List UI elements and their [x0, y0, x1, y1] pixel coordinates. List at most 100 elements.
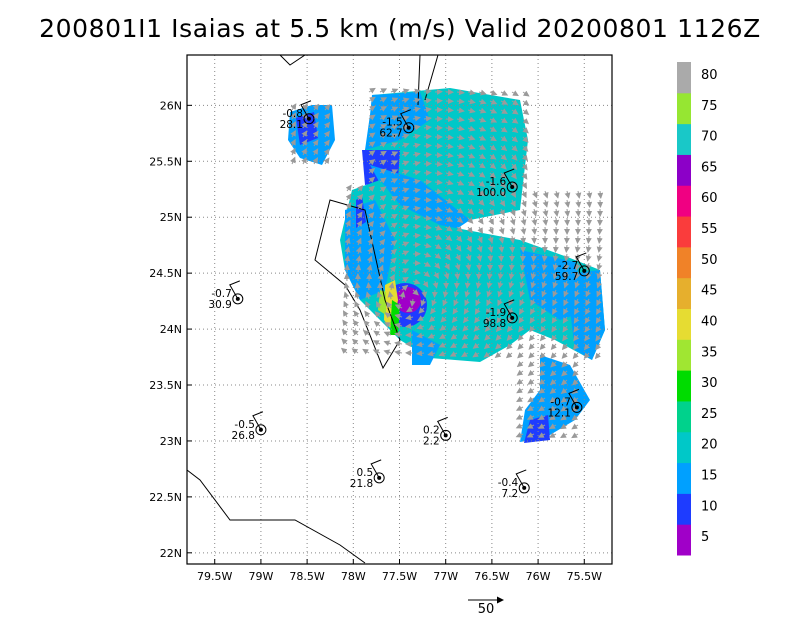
wind-vector — [467, 107, 476, 114]
station: -2.759.7 — [555, 252, 590, 283]
wind-vector — [517, 352, 524, 359]
wind-vector — [394, 349, 403, 356]
wind-vector — [434, 234, 443, 240]
wind-vector — [439, 333, 447, 339]
wind-vector — [412, 187, 421, 194]
wind-vector — [499, 217, 505, 226]
wind-vector — [494, 351, 502, 358]
wind-vector — [561, 370, 568, 377]
wind-vector — [445, 170, 454, 177]
wind-vector — [352, 329, 359, 336]
wind-vector — [478, 116, 487, 123]
wind-vector — [571, 414, 579, 421]
wind-vector — [438, 342, 447, 348]
wind-vector — [379, 177, 387, 184]
wind-vector — [526, 432, 535, 438]
wind-vector — [383, 349, 392, 356]
wind-vector — [466, 226, 473, 234]
wind-vector — [553, 190, 560, 199]
wind-vector — [563, 271, 570, 280]
y-tick-label: 25N — [160, 211, 182, 224]
wind-vector — [511, 108, 519, 115]
wind-vector — [390, 196, 399, 202]
wind-vector — [496, 316, 503, 324]
wind-vector — [515, 432, 524, 438]
wind-vector — [343, 282, 350, 291]
wind-vector — [475, 298, 481, 307]
x-tick-label: 78W — [341, 570, 366, 583]
wind-vector — [368, 96, 376, 103]
station-top-value: -2.7 — [558, 260, 579, 272]
wind-vector — [390, 205, 398, 211]
wind-vector — [594, 352, 602, 360]
wind-vector — [489, 89, 498, 96]
wind-vector — [595, 325, 602, 333]
station-bottom-value: 100.0 — [476, 187, 506, 199]
station-bottom-value: 12.1 — [548, 407, 571, 419]
wind-vector — [454, 271, 461, 280]
y-tick-label: 26N — [160, 99, 182, 112]
wind-vector — [423, 215, 432, 222]
wind-vector — [373, 330, 381, 337]
wind-vector — [526, 414, 535, 420]
wind-vector — [467, 116, 476, 123]
wind-vector — [596, 271, 603, 280]
wind-vector — [509, 226, 516, 235]
y-tick-label: 22N — [160, 547, 182, 560]
wind-vector — [394, 331, 403, 338]
wind-vector — [456, 143, 465, 150]
wind-vector — [516, 369, 524, 376]
wind-vector — [495, 334, 502, 341]
wind-vector — [466, 235, 473, 243]
wind-vector — [344, 255, 351, 264]
wind-vector — [423, 224, 432, 231]
wind-vector — [467, 153, 476, 159]
wind-vector — [475, 289, 482, 298]
wind-vector — [488, 208, 495, 216]
wind-vector — [401, 284, 409, 292]
wind-vector — [344, 228, 351, 237]
station-bottom-value: 21.8 — [350, 478, 373, 490]
wind-vector — [401, 160, 410, 167]
wind-vector — [383, 340, 392, 347]
wind-vector — [356, 202, 363, 210]
wind-vector — [596, 235, 603, 244]
wind-vector — [390, 213, 398, 220]
wind-vector — [342, 319, 349, 327]
wind-vector — [574, 307, 580, 316]
wind-vector — [542, 208, 549, 217]
wind-vector — [467, 98, 476, 105]
wind-vector — [390, 169, 399, 175]
wind-vector — [451, 316, 458, 323]
wind-vector — [542, 190, 549, 199]
wind-vector — [412, 160, 421, 167]
wind-vector — [478, 126, 487, 132]
wind-vector — [573, 316, 580, 324]
wind-vector — [537, 423, 546, 429]
wind-vector — [529, 316, 536, 324]
colorbar-swatch — [677, 493, 691, 525]
colorbar-swatch — [677, 400, 691, 433]
wind-vector — [584, 343, 591, 351]
wind-vector — [423, 261, 432, 267]
wind-vector — [509, 244, 516, 253]
colorbar-label: 60 — [701, 191, 718, 206]
wind-vector — [390, 222, 398, 229]
wind-vector — [537, 432, 546, 438]
wind-vector — [508, 289, 515, 298]
wind-vector — [464, 289, 471, 298]
wind-vector — [489, 99, 498, 105]
wind-barb — [229, 280, 241, 300]
wind-vector — [412, 178, 421, 185]
wind-vector — [542, 199, 549, 208]
wind-vector — [449, 351, 458, 357]
latitude-axis: 22N 22.5N 23N 23.5N 24N 24.5N 25N 25.5N 26N — [149, 99, 192, 560]
station: -1.998.8 — [483, 299, 518, 330]
wind-vector — [378, 247, 385, 255]
wind-vector — [401, 178, 410, 185]
wind-vector — [511, 99, 519, 106]
wind-vector — [511, 90, 519, 97]
wind-vector — [467, 217, 474, 224]
wind-vector — [431, 298, 438, 307]
wind-vector — [508, 271, 515, 280]
